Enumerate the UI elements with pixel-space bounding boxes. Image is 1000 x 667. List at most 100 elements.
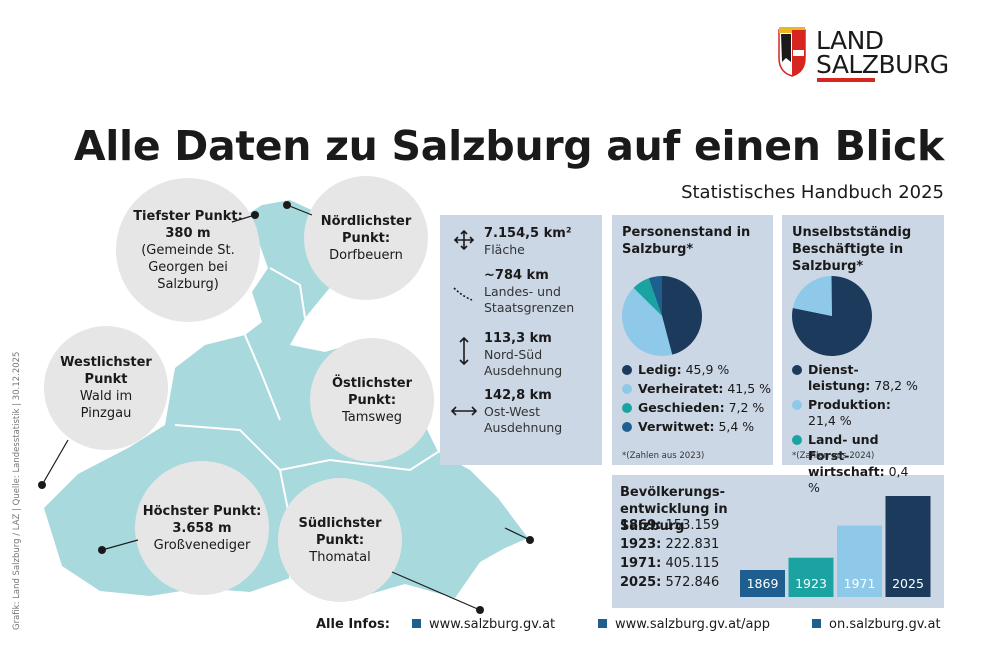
footer-link: www.salzburg.gv.at [412,617,555,632]
legend-swatch [792,400,802,410]
chart-title: Personenstand in Salzburg* [622,225,751,257]
legend-label: Land- und Forst-wirtschaft: [808,432,885,479]
bar-label: 1869 [747,576,779,591]
bar [788,557,834,597]
population-row: 2025: 572.846 [620,575,719,590]
point-label: Tiefster Punkt: 380 m (Gemeinde St. Georg… [128,209,248,292]
legend-swatch [622,403,632,413]
logo-text: SALZBURG [816,50,949,79]
data-label: 0,4 % [808,464,909,495]
point-label: Südlichster Punkt: Thomatal [290,504,390,576]
point-title: Östlichster Punkt: [331,375,413,408]
legend-label: Verwitwet: [638,419,715,434]
population-year: 1971: [620,556,662,571]
point-label: Nördlichster Punkt: Dorfbeuern [316,202,416,274]
logo-text: LAND [816,26,884,55]
link-bullet [598,619,607,628]
pie-slice [792,276,832,316]
point-label: Östlichster Punkt: Tamsweg [322,364,422,436]
point-title: Westlichster Punkt [60,355,152,387]
point-detail: Großvenediger [153,537,251,553]
legend: Dienst-leistung: 78,2 % Produktion: 21,4 … [792,362,920,499]
legend-item: Ledig: 45,9 % [622,362,772,378]
legend-label: Produktion: [808,397,891,412]
fact-label: Landes- und Staatsgrenzen [484,284,575,315]
footer-label: Alle Infos: [316,617,390,632]
population-year: 1869: [620,518,662,533]
leader-lines [41,204,531,611]
data-label: 45,9 % [685,362,730,377]
population-value: 572.846 [665,575,720,590]
data-label: 78,2 % [874,378,918,393]
link[interactable]: www.salzburg.gv.at [429,617,556,632]
title: Alle Daten zu Salzburg auf einen Blick [73,122,944,170]
legend-swatch [792,435,802,445]
bar-label: 2025 [892,576,924,591]
chart-title: Unselbstständig Beschäftigte in Salzburg… [792,225,912,274]
legend-swatch [622,384,632,394]
fact-value: 113,3 km [484,331,552,346]
credit: Grafik: Land Salzburg / LAZ | Quelle: La… [12,351,22,630]
legend-swatch [622,422,632,432]
fact-label: Ost-West Ausdehnung [484,404,563,435]
legend-item: Land- und Forst-wirtschaft: 0,4 % [792,432,920,496]
link-bullet [412,619,421,628]
population-value: 405.115 [665,556,720,571]
point-detail: Wald im Pinzgau [79,389,133,421]
population-row: 1923: 222.831 [620,537,719,552]
point-detail: Thomatal [309,549,371,565]
fact: 142,8 km Ost-West Ausdehnung [484,388,594,436]
note: *(Zahlen aus 2023) [622,451,705,461]
footer-label-text: Alle Infos: [316,617,390,632]
fact: 113,3 km Nord-Süd Ausdehnung [484,331,594,379]
population-row: 1869: 153.159 [620,518,719,533]
fact: 7.154,5 km² Fläche [484,226,594,258]
point-title: Nördlichster Punkt: [320,213,412,246]
legend-label: Geschieden: [638,400,725,415]
point-title: Höchster Punkt: 3.658 m [142,503,262,536]
legend-label: Ledig: [638,362,682,377]
bar [740,569,785,597]
population-value: 222.831 [665,537,720,552]
population-row: 1971: 405.115 [620,556,719,571]
bar [837,525,882,597]
fact-label: Nord-Süd Ausdehnung [484,347,563,378]
footer-link: www.salzburg.gv.at/app [598,617,770,632]
pie-slice [648,276,662,316]
link-bullet [812,619,821,628]
point-label: Westlichster Punkt Wald im Pinzgau [56,352,156,424]
data-label: 41,5 % [727,381,771,396]
population-year: 1923: [620,537,662,552]
logo-bar [817,78,875,82]
pie-slice [662,276,702,355]
legend-swatch [792,365,802,375]
pie-slice [621,287,673,356]
data-label: 7,2 % [728,400,765,415]
legend-item: Produktion: 21,4 % [792,397,920,429]
data-label: 5,4 % [718,419,755,434]
bar-label: 1971 [844,576,876,591]
district-borders [174,267,439,578]
data-label: 21,4 % [808,413,852,428]
footer-link: on.salzburg.gv.at [812,617,941,632]
legend-label: Verheiratet: [638,381,724,396]
link[interactable]: www.salzburg.gv.at/app [615,617,770,632]
population-value: 153.159 [665,518,720,533]
subtitle: Statistisches Handbuch 2025 [681,182,944,203]
legend-swatch [622,365,632,375]
point-title: Südlichster Punkt: [298,515,382,548]
fact-value: 7.154,5 km² [484,226,572,241]
point-circles [44,176,434,602]
chart-title: Bevölkerungs-entwicklung in Salzburg [620,485,728,534]
legend-item: Verwitwet: 5,4 % [622,419,772,435]
population-year: 2025: [620,575,662,590]
fact-value: ~784 km [484,268,549,283]
coat-of-arms [778,27,806,77]
bar-label: 1923 [795,576,827,591]
legend-item: Verheiratet: 41,5 % [622,381,772,397]
point-title: Tiefster Punkt: 380 m [133,208,243,241]
link[interactable]: on.salzburg.gv.at [829,617,941,632]
fact-label: Fläche [484,242,525,257]
bar [885,496,931,597]
